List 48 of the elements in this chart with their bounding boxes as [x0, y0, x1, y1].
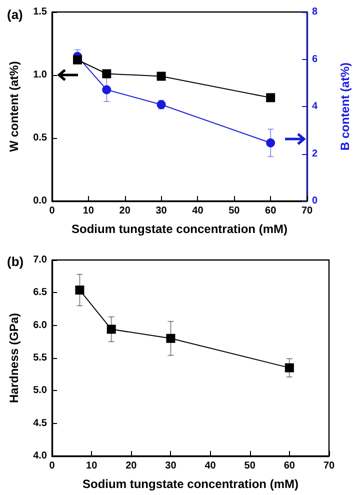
- point: [75, 286, 84, 295]
- x-axis-title: Sodium tungstate concentration (mM): [82, 477, 299, 491]
- point: [156, 72, 166, 81]
- y-tick-label: 0.5: [33, 132, 48, 144]
- y-tick-label: 4.5: [33, 418, 48, 429]
- y2-tick-label: 6: [312, 54, 318, 65]
- x-tick-label: 60: [265, 206, 277, 216]
- x-tick-label: 10: [86, 460, 98, 472]
- y-tick-label: 5.0: [33, 385, 48, 396]
- x-tick-label: 40: [204, 460, 216, 472]
- y2-tick-label: 8: [312, 6, 318, 18]
- x-tick-label: 20: [119, 206, 131, 216]
- x-tick-label: 60: [284, 460, 296, 472]
- chart-title: (b): [7, 254, 24, 269]
- x-tick-label: 70: [323, 460, 335, 472]
- x-tick-label: 50: [244, 460, 256, 472]
- y2-tick-label: 0: [312, 196, 318, 206]
- y-tick-label: 5.5: [33, 352, 48, 364]
- point: [166, 334, 176, 343]
- y-tick-label: 0.0: [33, 196, 48, 206]
- point: [284, 363, 294, 372]
- y-tick-label: 6.5: [33, 287, 48, 298]
- y-axis-title: W content (at%): [7, 61, 21, 152]
- y-tick-label: 7.0: [33, 254, 48, 266]
- x-tick-label: 0: [49, 460, 56, 472]
- point: [73, 55, 82, 64]
- y2-axis-title: B content (at%): [338, 62, 352, 150]
- y2-tick-label: 2: [312, 148, 318, 160]
- x-tick-label: 50: [228, 206, 240, 216]
- y2-tick-label: 4: [312, 101, 318, 112]
- point: [266, 138, 276, 148]
- x-tick-label: 70: [301, 206, 313, 216]
- point: [266, 93, 276, 102]
- chart-title: (a): [7, 7, 23, 22]
- x-tick-label: 40: [192, 206, 204, 216]
- y-tick-label: 4.0: [33, 450, 48, 462]
- point: [106, 324, 116, 334]
- x-axis-title: Sodium tungstate concentration (mM): [72, 222, 288, 236]
- x-tick-label: 30: [156, 206, 168, 216]
- y-tick-label: 1.0: [33, 70, 48, 80]
- x-tick-label: 30: [165, 460, 177, 472]
- y-axis-title: Hardness (GPa): [7, 312, 21, 404]
- x-tick-label: 10: [82, 206, 94, 216]
- point: [102, 85, 112, 94]
- x-tick-label: 0: [49, 206, 56, 216]
- y-tick-label: 1.5: [33, 6, 48, 18]
- y-tick-label: 6.0: [33, 320, 48, 331]
- x-tick-label: 20: [126, 460, 138, 472]
